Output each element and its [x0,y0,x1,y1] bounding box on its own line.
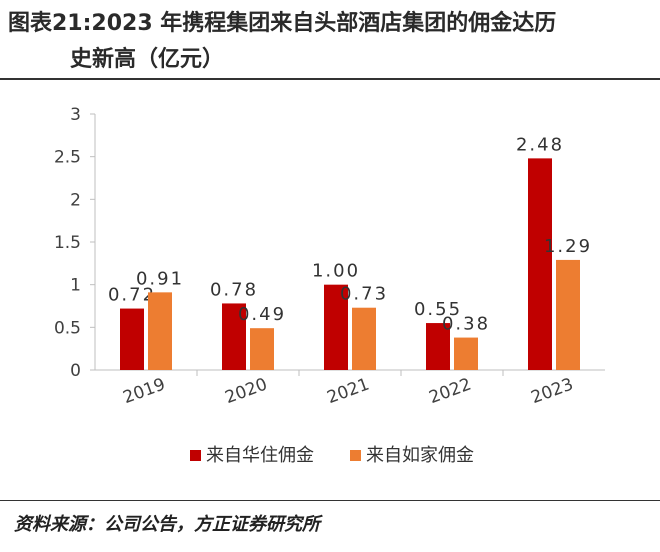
x-tick-label: 2019 [121,375,168,409]
data-label: 0.38 [442,314,490,335]
y-tick-label: 1.5 [54,233,81,253]
bar-huazhu [120,308,144,370]
bar-huazhu [324,284,348,370]
legend-label: 来自华住佣金 [206,445,314,466]
y-tick-label: 3 [70,105,81,125]
title-line-1: 图表21:2023 年携程集团来自头部酒店集团的佣金达历 [8,11,557,36]
y-tick-label: 0.5 [54,318,81,338]
y-tick-label: 2 [70,190,81,210]
data-label: 0.55 [414,299,462,320]
bar-chart: 0 0.5 1 1.5 2 2.5 3 0.720.91 2019 0.78 0.49 2020 1.0… [54,105,605,466]
data-label: 1.00 [312,261,360,282]
bar-rujia [148,292,172,370]
legend-swatch [190,450,201,461]
data-label: 0.78 [210,279,258,300]
bar-rujia [352,307,376,370]
source-divider [0,500,660,501]
x-tick-label: 2022 [427,375,474,409]
data-label: 2.48 [516,134,564,155]
x-tick-label: 2023 [529,375,576,409]
data-label: 1.29 [544,236,592,257]
legend-swatch [350,450,361,461]
x-tick-label: 2021 [325,375,372,409]
x-tick-label: 2020 [223,375,270,409]
title-line-2: 史新高（亿元） [70,47,225,72]
source-note: 资料来源：公司公告，方正证券研究所 [14,514,320,535]
bar-rujia [250,328,274,370]
bar-rujia [556,259,580,370]
y-tick-label: 2.5 [54,148,81,168]
data-label: 0.73 [340,284,388,305]
bar-huazhu [222,303,246,370]
bar-huazhu [528,158,552,370]
y-tick-label: 1 [70,276,81,296]
data-label: 0.49 [238,304,286,325]
data-label: 0.91 [136,268,184,289]
figure-title: 图表21:2023 年携程集团来自头部酒店集团的佣金达历 史新高（亿元） [8,6,652,78]
legend-label: 来自如家佣金 [366,445,474,466]
bar-rujia [454,337,478,370]
data-label: 0.72 [108,285,156,306]
title-divider [0,78,660,80]
y-tick-label: 0 [70,361,81,381]
bar-huazhu [426,323,450,370]
